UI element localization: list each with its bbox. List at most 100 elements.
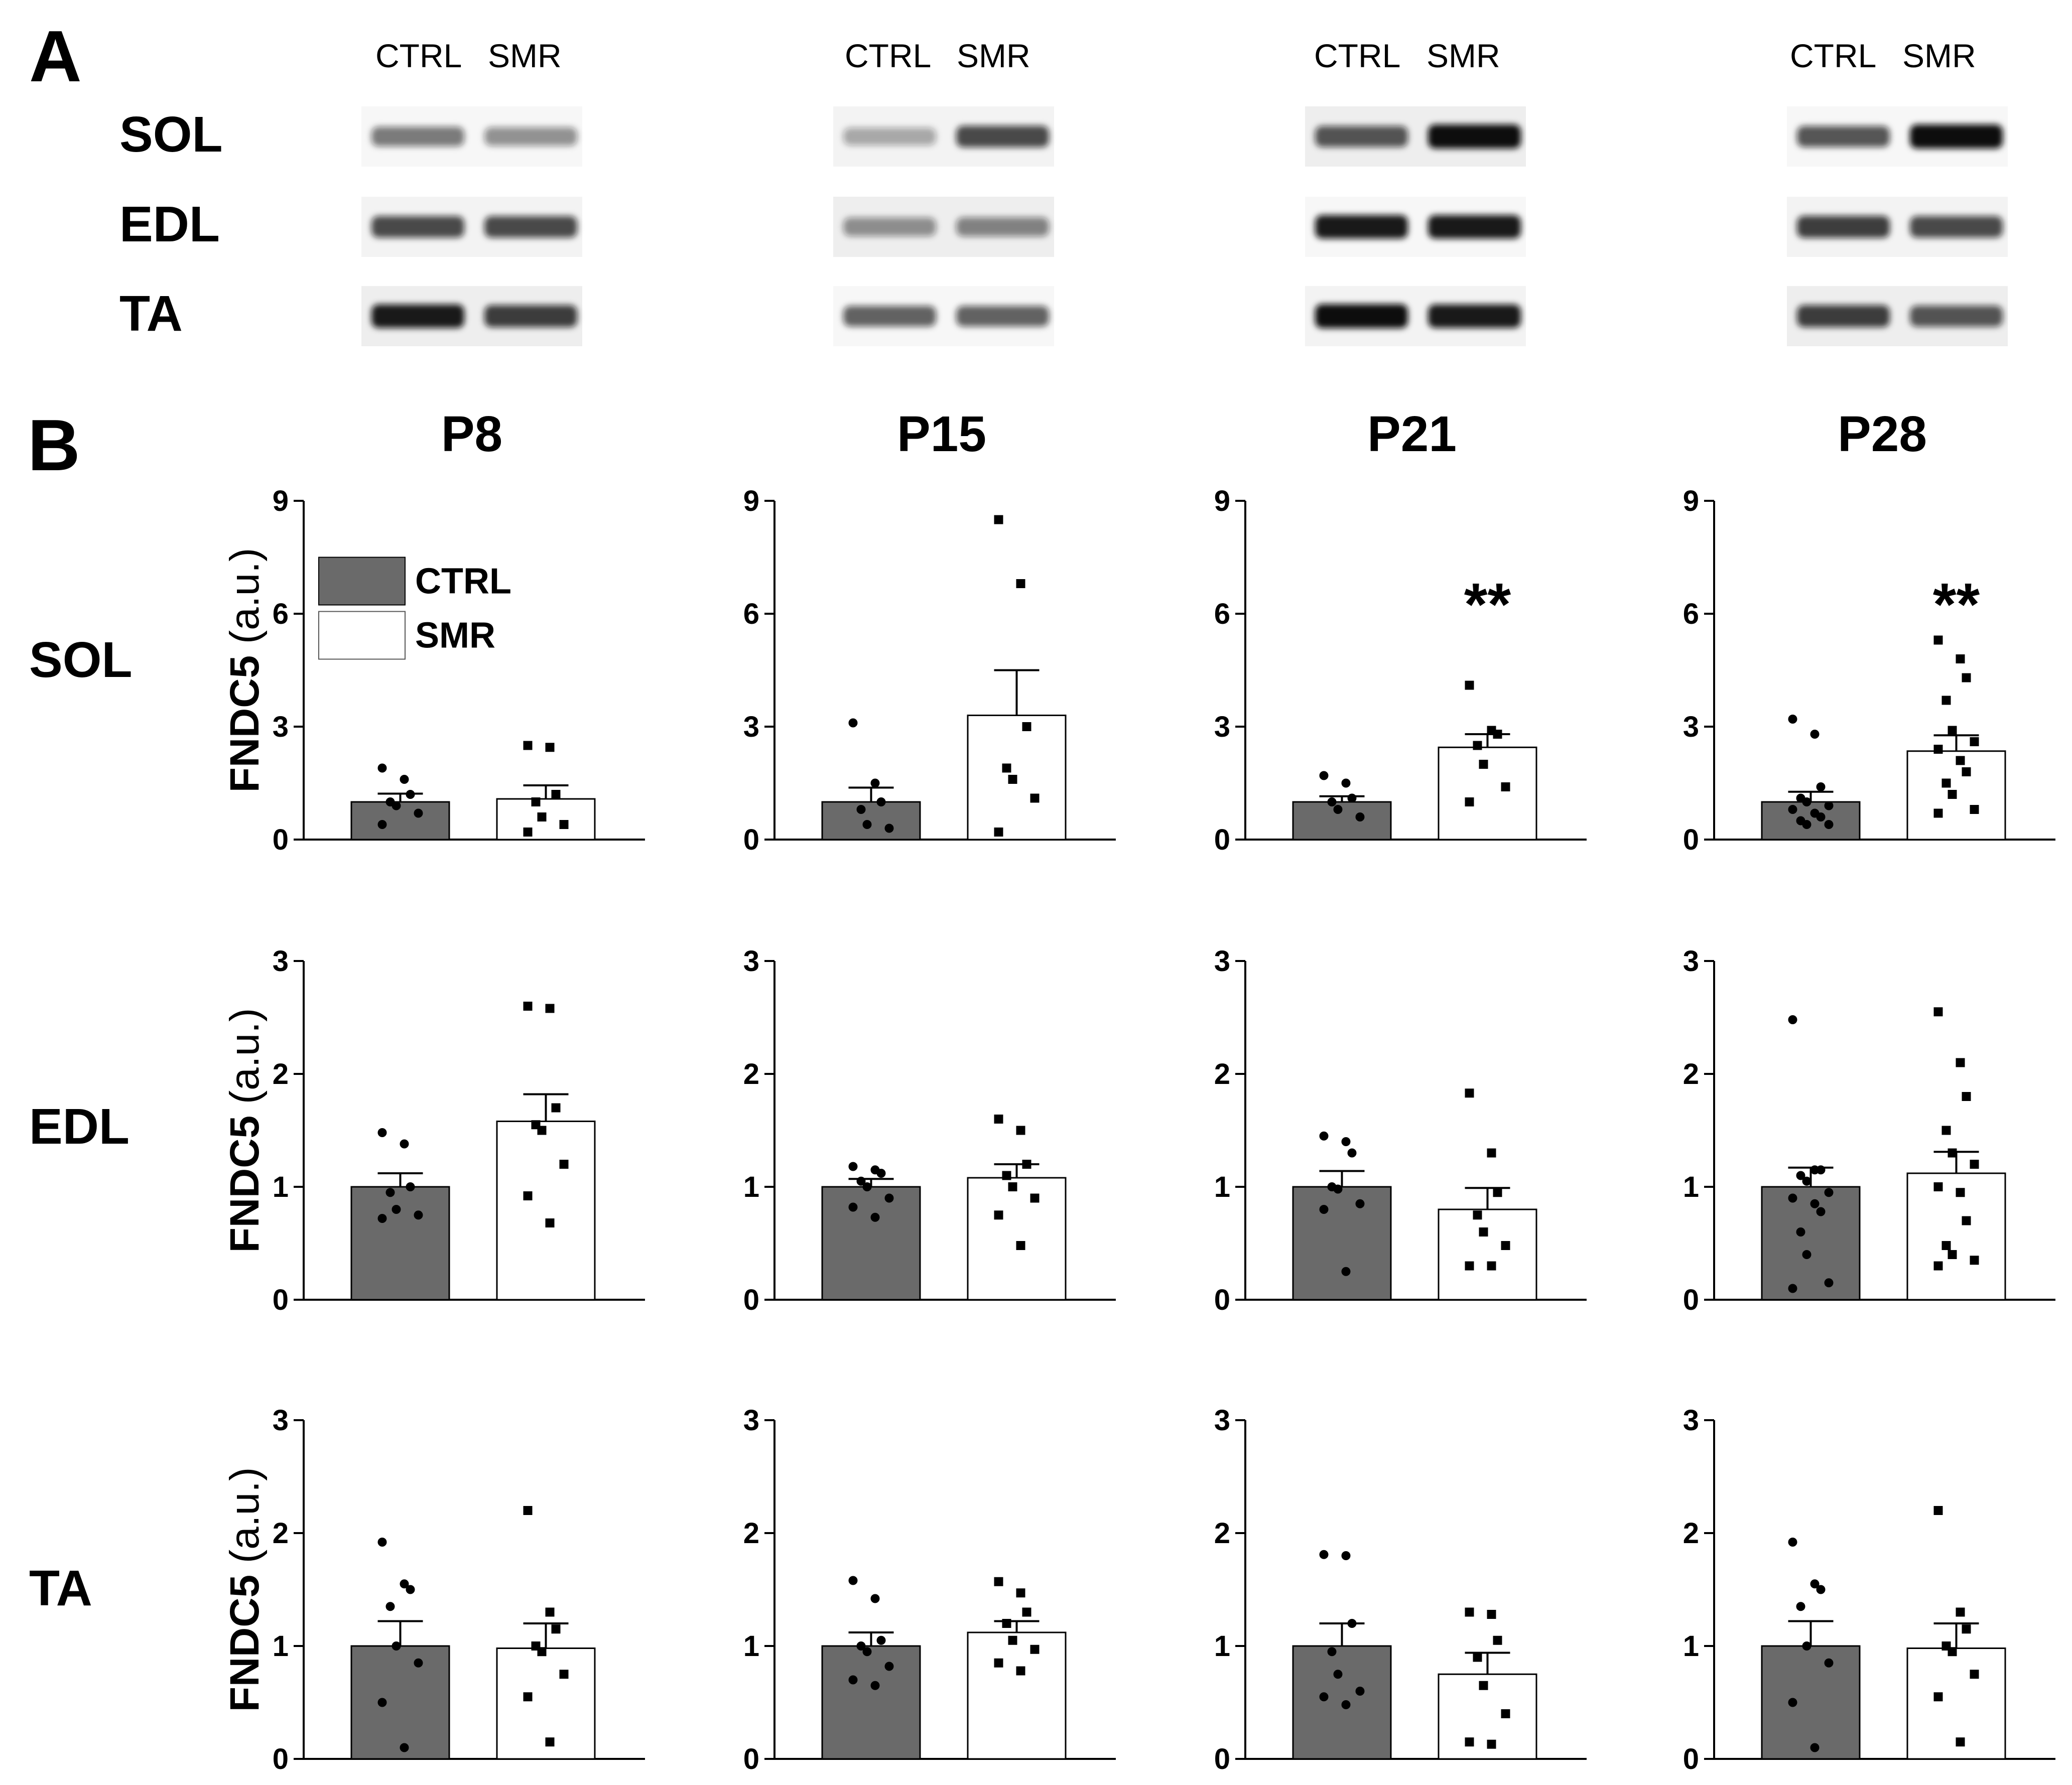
data-point-ctrl <box>1347 793 1357 803</box>
data-point-ctrl <box>1319 1692 1329 1702</box>
bar-smr <box>967 1631 1067 1760</box>
blot-band-ta-smr <box>1910 306 2003 327</box>
blot-band-ta-ctrl <box>371 304 464 328</box>
data-point-smr <box>1956 654 1965 663</box>
chart-sol-p21: 0 3 6 9 ** <box>1214 485 1587 856</box>
data-point-smr <box>545 1218 555 1227</box>
data-point-smr <box>1002 1171 1011 1180</box>
y-tick-label: 2 <box>1683 1058 1699 1090</box>
data-point-smr <box>1956 1607 1965 1617</box>
y-tick-label: 6 <box>1214 598 1230 630</box>
data-point-smr <box>559 1670 569 1679</box>
data-point-smr <box>1970 1670 1979 1679</box>
timepoint-title-p28: P28 <box>1838 406 1927 462</box>
y-tick-label: 3 <box>273 1404 289 1437</box>
blot-band-edl-ctrl <box>1315 215 1408 239</box>
chart-sol-p28: 0 3 6 9 ** <box>1683 485 2055 856</box>
data-point-smr <box>537 812 547 821</box>
data-point-smr <box>1501 1709 1510 1718</box>
data-point-ctrl <box>1341 1700 1351 1709</box>
y-tick-label: 0 <box>273 1743 289 1775</box>
data-point-smr <box>1933 635 1943 645</box>
y-tick-label: 3 <box>1683 945 1699 978</box>
data-point-smr <box>1933 1506 1943 1515</box>
blot-band-edl-ctrl <box>843 217 936 236</box>
data-point-ctrl <box>377 1128 387 1137</box>
blot-band-ta-ctrl <box>1797 305 1890 327</box>
data-point-ctrl <box>856 1176 866 1186</box>
chart-ta-p21: 0 1 2 3 <box>1214 1404 1587 1775</box>
y-tick-label: 1 <box>1214 1630 1230 1663</box>
data-point-ctrl <box>400 1579 409 1589</box>
data-point-smr <box>1030 1193 1040 1203</box>
y-tick-label: 0 <box>1214 823 1230 856</box>
data-point-smr <box>1487 1261 1496 1271</box>
bar-smr <box>1438 1208 1537 1301</box>
y-tick-label: 0 <box>1683 1743 1699 1775</box>
data-point-ctrl <box>406 790 415 799</box>
chart-ta-p15: 0 1 2 3 <box>743 1404 1116 1775</box>
y-axis-label: FNDC5 (a.u.) <box>222 1467 268 1712</box>
data-point-smr <box>994 1658 1003 1668</box>
data-point-smr <box>523 1191 533 1200</box>
data-point-ctrl <box>848 1162 858 1171</box>
blot-band-edl-ctrl <box>1797 216 1890 238</box>
data-point-smr <box>545 1004 555 1013</box>
data-point-smr <box>1465 1088 1474 1098</box>
data-point-smr <box>1970 1160 1979 1169</box>
data-point-ctrl <box>1355 1687 1365 1696</box>
data-point-ctrl <box>1333 805 1343 814</box>
data-point-smr <box>1493 730 1502 739</box>
y-tick-label: 0 <box>743 1284 759 1316</box>
data-point-ctrl <box>1802 1250 1811 1259</box>
data-point-smr <box>523 828 533 837</box>
data-point-smr <box>994 1115 1003 1124</box>
lane-label-smr: SMR <box>957 37 1030 74</box>
data-point-smr <box>1465 680 1474 690</box>
data-point-ctrl <box>400 1743 409 1752</box>
timepoint-title-p8: P8 <box>441 406 503 462</box>
data-point-ctrl <box>876 1169 886 1178</box>
data-point-ctrl <box>1355 1199 1365 1208</box>
data-point-ctrl <box>1319 771 1329 780</box>
chart-edl-p28: 0 1 2 3 <box>1683 945 2055 1316</box>
y-tick-label: 9 <box>1214 485 1230 517</box>
data-point-ctrl <box>1816 782 1826 791</box>
data-point-ctrl <box>848 1675 858 1685</box>
legend-label-smr: SMR <box>415 616 495 656</box>
data-point-smr <box>1956 1188 1965 1197</box>
data-point-smr <box>523 741 533 750</box>
data-point-ctrl <box>1327 797 1337 806</box>
data-point-smr <box>1962 767 1971 776</box>
data-point-smr <box>1962 1624 1971 1634</box>
data-point-smr <box>1487 1739 1496 1749</box>
data-point-smr <box>1016 1588 1025 1598</box>
data-point-ctrl <box>1341 1267 1351 1276</box>
data-point-smr <box>1933 745 1943 754</box>
data-point-smr <box>545 743 555 752</box>
data-point-ctrl <box>400 775 409 784</box>
bar-smr <box>967 1177 1067 1301</box>
data-point-ctrl <box>377 820 387 829</box>
y-tick-label: 2 <box>1214 1517 1230 1550</box>
data-point-ctrl <box>1824 801 1834 810</box>
data-point-smr <box>1956 1737 1965 1747</box>
data-point-smr <box>1933 1261 1943 1271</box>
data-point-smr <box>1933 1182 1943 1191</box>
y-tick-label: 9 <box>743 485 759 517</box>
data-point-smr <box>1493 1635 1502 1645</box>
y-tick-label: 9 <box>1683 485 1699 517</box>
chart-row-label-ta: TA <box>29 1560 92 1616</box>
timepoint-title-p15: P15 <box>897 406 986 462</box>
data-point-smr <box>1030 793 1040 803</box>
data-point-ctrl <box>385 1602 395 1611</box>
data-point-ctrl <box>1788 1698 1797 1707</box>
data-point-smr <box>1948 1250 1957 1259</box>
data-point-smr <box>1008 1182 1017 1191</box>
data-point-ctrl <box>848 1576 858 1585</box>
data-point-ctrl <box>392 1641 401 1651</box>
data-point-smr <box>1962 673 1971 682</box>
